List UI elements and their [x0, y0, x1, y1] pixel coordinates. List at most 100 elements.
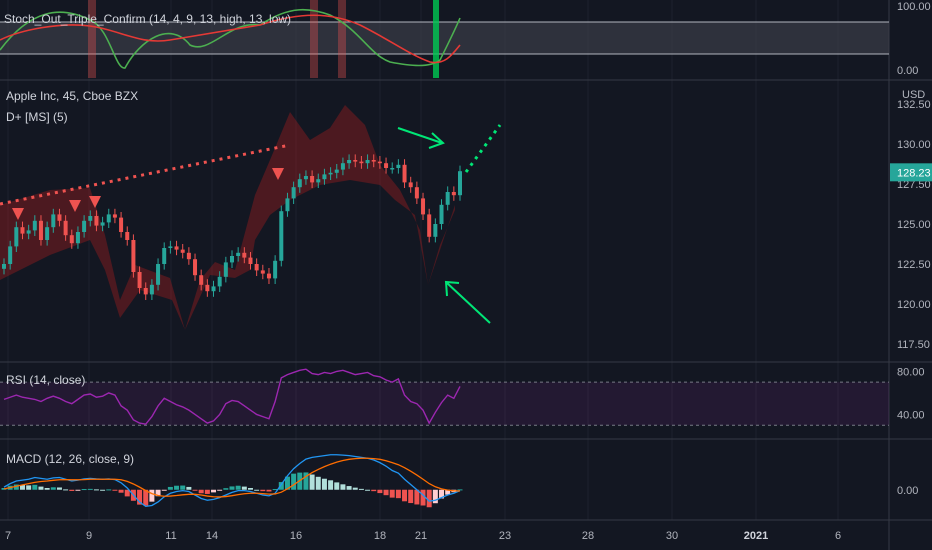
macd-hist-bar-60	[371, 489, 377, 492]
macd-pane-label[interactable]: MACD (12, 26, close, 9)	[6, 452, 135, 466]
macd-hist-bar-3	[19, 485, 25, 490]
macd-tick-0: 0.00	[897, 485, 918, 497]
candle-body-16	[100, 222, 105, 226]
x-tick-10: 2021	[744, 530, 768, 542]
candle-body-38	[236, 252, 241, 256]
x-tick-1: 9	[86, 530, 92, 542]
macd-hist-bar-35	[217, 489, 223, 491]
x-tick-11: 6	[835, 530, 841, 542]
macd-hist-bar-22	[137, 489, 143, 505]
x-tick-6: 21	[415, 530, 427, 542]
candle-body-35	[217, 276, 222, 287]
candle-body-47	[291, 187, 296, 199]
macd-hist-bar-23	[143, 489, 149, 506]
macd-hist-bar-36	[223, 488, 229, 490]
candle-body-72	[445, 192, 450, 205]
symbol-label[interactable]: Apple Inc, 45, Cboe BZX	[6, 89, 139, 103]
candle-body-13	[82, 220, 87, 232]
stoch-k-line	[0, 8, 461, 69]
price-tick-3: 125.00	[897, 219, 931, 231]
sell-marker-1	[69, 200, 81, 212]
macd-hist-bar-56	[346, 486, 352, 490]
candle-body-30	[186, 252, 191, 260]
rsi-band	[0, 382, 889, 426]
candle-body-20	[125, 232, 130, 240]
candle-body-39	[242, 252, 247, 258]
candle-body-14	[88, 216, 93, 221]
candle-body-61	[377, 161, 382, 164]
macd-hist-bar-24	[149, 489, 155, 502]
macd-hist-bar-44	[272, 489, 278, 491]
candle-body-25	[156, 264, 161, 285]
macd-hist-bar-32	[198, 489, 204, 494]
candle-body-53	[328, 172, 333, 175]
candle-body-50	[310, 176, 315, 183]
macd-hist-bar-5	[32, 484, 38, 490]
candle-body-32	[199, 275, 204, 285]
macd-hist-bar-53	[328, 480, 334, 490]
macd-hist-bar-51	[315, 476, 321, 490]
candle-body-66	[408, 182, 413, 188]
macd-hist-bar-26	[161, 489, 167, 491]
candle-body-63	[390, 168, 395, 170]
candle-body-1	[8, 246, 13, 264]
main-indicator-label[interactable]: D+ [MS] (5)	[6, 110, 68, 124]
macd-hist-bar-72	[445, 489, 451, 495]
macd-hist-bar-52	[321, 478, 327, 490]
macd-hist-bar-46	[284, 476, 290, 490]
candle-body-12	[75, 232, 80, 244]
currency-label: USD	[902, 89, 926, 101]
stoch-tick-100: 100.00	[897, 1, 931, 13]
candle-body-45	[279, 211, 284, 261]
candle-body-18	[112, 214, 117, 218]
candle-body-60	[371, 160, 376, 162]
macd-hist-bar-74	[457, 489, 463, 491]
candle-body-9	[57, 214, 62, 221]
macd-hist-bar-7	[44, 488, 50, 490]
candle-body-27	[168, 246, 173, 248]
macd-hist-bar-37	[229, 486, 235, 490]
macd-signal-line	[3, 457, 461, 498]
candle-body-62	[384, 163, 389, 168]
price-tick-2: 127.50	[897, 179, 931, 191]
macd-hist-bar-39	[241, 486, 247, 490]
rsi-pane-label[interactable]: RSI (14, close)	[6, 373, 86, 387]
macd-hist-bar-12	[75, 489, 81, 491]
macd-hist-bar-68	[420, 489, 426, 506]
candle-body-28	[174, 246, 179, 250]
candle-body-68	[421, 198, 426, 215]
candle-body-21	[131, 240, 136, 272]
macd-hist-bar-58	[358, 488, 364, 490]
candle-body-23	[143, 288, 148, 295]
rsi-line	[3, 368, 461, 425]
macd-hist-bar-57	[352, 487, 358, 490]
price-tick-0: 132.50	[897, 99, 931, 111]
macd-hist-bar-4	[26, 485, 32, 490]
candle-body-43	[266, 273, 271, 279]
price-tick-1: 130.00	[897, 139, 931, 151]
macd-hist-bar-59	[365, 489, 371, 491]
macd-hist-bar-10	[63, 489, 69, 491]
macd-hist-bar-65	[402, 489, 408, 502]
arrow-annotation-bottom	[444, 280, 491, 324]
candle-body-55	[340, 163, 345, 170]
price-tick-6: 117.50	[897, 339, 930, 351]
last-price-value: 128.23	[897, 167, 931, 179]
candle-body-11	[69, 235, 74, 244]
candle-body-69	[427, 214, 432, 237]
candle-body-57	[353, 160, 358, 162]
rsi-tick-40: 40.00	[897, 409, 925, 421]
candle-body-41	[254, 264, 259, 271]
macd-hist-bar-19	[118, 489, 124, 493]
candle-body-70	[433, 224, 438, 237]
stoch-signal-bar-red-0	[88, 0, 96, 78]
stoch-signal-bar-red-2	[338, 0, 346, 78]
x-tick-4: 16	[290, 530, 302, 542]
candle-body-6	[38, 220, 43, 240]
candle-body-37	[230, 256, 234, 263]
candle-body-2	[14, 227, 19, 247]
stoch-band	[0, 22, 889, 54]
macd-hist-bar-9	[56, 487, 62, 490]
x-tick-5: 18	[374, 530, 386, 542]
